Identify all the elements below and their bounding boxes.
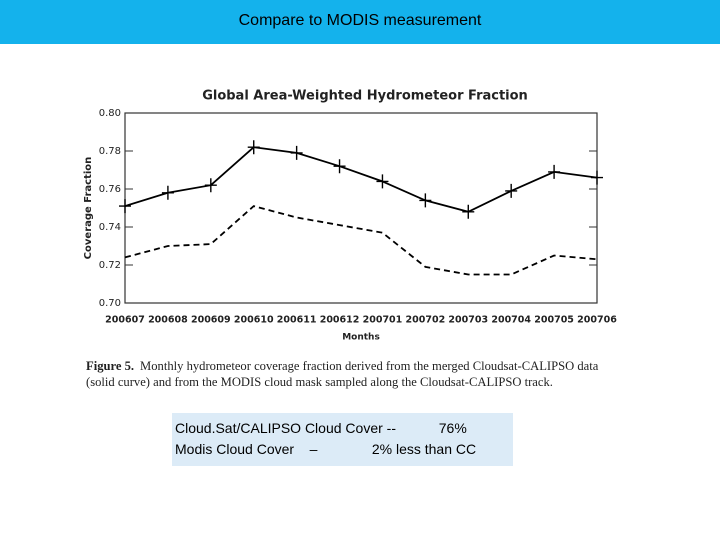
marker <box>119 199 131 214</box>
plot-frame <box>124 112 598 304</box>
marker <box>333 159 346 174</box>
marker <box>247 140 260 155</box>
x-tick-label: 200607 <box>105 315 145 326</box>
x-axis-label: Months <box>342 333 380 343</box>
x-tick-label: 200610 <box>234 315 274 326</box>
marker <box>290 145 303 160</box>
marker <box>591 170 603 185</box>
y-tick-label: 0.76 <box>99 184 121 195</box>
line-series <box>124 205 598 276</box>
caption-label: Figure 5. <box>86 359 135 373</box>
marker <box>161 185 174 200</box>
marker <box>548 164 561 179</box>
marker <box>505 183 518 198</box>
note-line: Modis Cloud Cover – 2% less than CC <box>175 441 477 457</box>
x-tick-label: 200705 <box>534 315 574 326</box>
x-tick-label: 200609 <box>191 315 231 326</box>
y-tick-label: 0.74 <box>99 222 121 233</box>
note-box: Cloud.Sat/CALIPSO Cloud Cover -- 76% Modi… <box>172 413 513 466</box>
x-tick-label: 200701 <box>363 315 403 326</box>
line-series <box>124 146 598 213</box>
x-tick-label: 200704 <box>491 315 531 326</box>
note-line: Cloud.Sat/CALIPSO Cloud Cover -- 76% <box>175 420 467 436</box>
slide-title: Compare to MODIS measurement <box>0 0 720 44</box>
x-tick-label: 200608 <box>148 315 188 326</box>
marker <box>419 193 432 208</box>
caption-text: Monthly hydrometeor coverage fraction de… <box>86 359 599 389</box>
marker <box>462 204 475 219</box>
y-tick-label: 0.72 <box>99 260 121 271</box>
y-tick-label: 0.80 <box>99 108 121 119</box>
y-tick-label: 0.70 <box>99 298 121 309</box>
x-tick-label: 200703 <box>448 315 488 326</box>
caption: Figure 5. Monthly hydrometeor coverage fr… <box>86 358 626 390</box>
x-tick-label: 200611 <box>277 315 317 326</box>
marker <box>376 174 389 189</box>
x-tick-label: 200702 <box>406 315 446 326</box>
y-axis-label: Coverage Fraction <box>83 157 94 260</box>
y-tick-label: 0.78 <box>99 146 121 157</box>
x-tick-label: 200706 <box>577 315 617 326</box>
x-tick-label: 200612 <box>320 315 360 326</box>
marker <box>204 178 217 193</box>
chart-title: Global Area-Weighted Hydrometeor Fractio… <box>202 89 528 104</box>
